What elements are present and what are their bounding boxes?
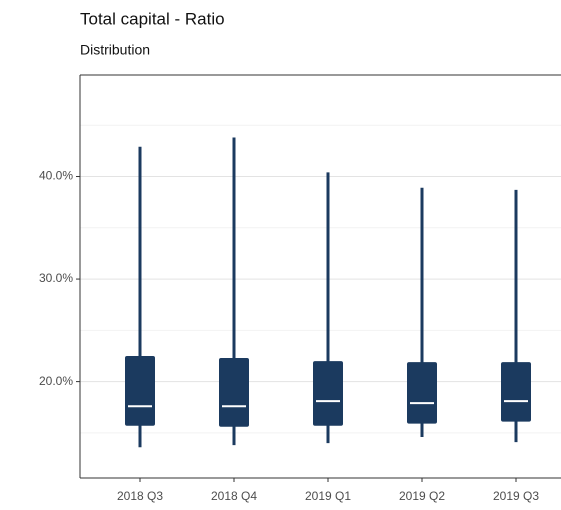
box <box>407 362 437 424</box>
box <box>125 355 155 426</box>
box <box>501 362 531 422</box>
x-tick-label: 2018 Q4 <box>211 489 257 503</box>
box <box>313 361 343 426</box>
chart-subtitle: Distribution <box>80 42 150 58</box>
x-tick-label: 2019 Q2 <box>399 489 445 503</box>
y-tick-label: 30.0% <box>39 271 73 285</box>
x-tick-label: 2019 Q1 <box>305 489 351 503</box>
chart-title: Total capital - Ratio <box>80 9 225 28</box>
box <box>219 358 249 427</box>
x-tick-label: 2018 Q3 <box>117 489 163 503</box>
x-tick-label: 2019 Q3 <box>493 489 539 503</box>
y-tick-label: 20.0% <box>39 374 73 388</box>
y-tick-label: 40.0% <box>39 169 73 183</box>
